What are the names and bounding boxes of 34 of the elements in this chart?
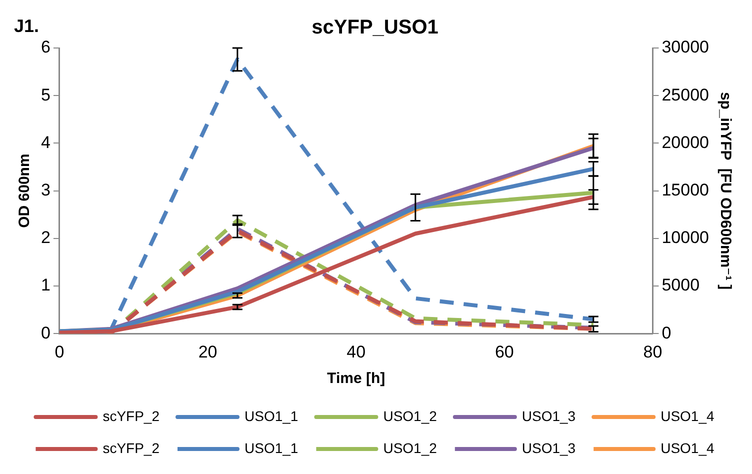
y2-tick-label: 25000: [662, 85, 710, 104]
y-tick-label: 1: [40, 276, 50, 295]
y-tick-label: 5: [40, 85, 50, 104]
legend-label: scYFP_2: [102, 408, 160, 424]
y-tick-label: 6: [40, 38, 50, 57]
x-tick-label: 40: [346, 342, 366, 362]
y2-tick-label: 10000: [662, 228, 710, 248]
y-tick-label: 0: [40, 323, 50, 342]
legend-label: USO1_1: [244, 408, 298, 424]
y2-tick-label: 20000: [662, 132, 710, 152]
legend-label: USO1_3: [522, 440, 576, 456]
y-axis-title: OD 600nm: [16, 154, 34, 228]
legend-label: USO1_1: [244, 440, 298, 456]
y-tick-label: 3: [40, 180, 50, 200]
y-tick-label: 2: [40, 228, 50, 248]
text: J1.: [14, 16, 40, 36]
legend-label: USO1_4: [660, 408, 715, 424]
y2-tick-label: 30000: [662, 38, 710, 57]
x-tick-label: 60: [494, 342, 514, 362]
legend-label: scYFP_2: [102, 440, 160, 456]
chart-title: scYFP_USO1: [312, 16, 438, 39]
legend-label: USO1_3: [522, 408, 576, 424]
legend-label: USO1_4: [660, 440, 715, 456]
legend-label: USO1_2: [383, 440, 438, 456]
y2-axis-title: sp_inYFP [FU OD600nm⁻¹ ]: [716, 92, 734, 290]
legend-label: USO1_2: [383, 408, 438, 424]
x-tick-label: 0: [54, 342, 64, 362]
y2-tick-label: 0: [662, 323, 672, 342]
y2-tick-label: 15000: [662, 180, 710, 200]
x-tick-label: 20: [198, 342, 218, 362]
x-tick-label: 80: [643, 342, 662, 362]
x-axis-title: Time [h]: [327, 370, 386, 388]
y-tick-label: 4: [40, 132, 50, 152]
y2-tick-label: 5000: [662, 276, 700, 295]
